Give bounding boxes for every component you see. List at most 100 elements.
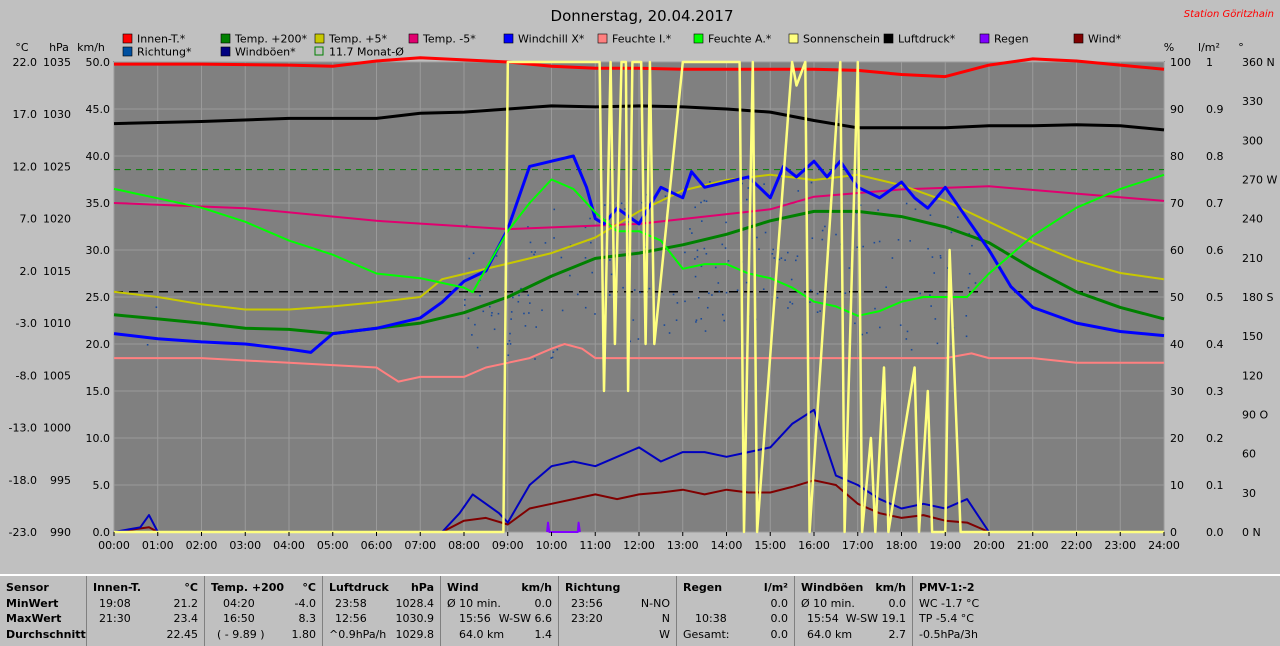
direction-point	[776, 296, 779, 299]
direction-point	[879, 326, 881, 329]
direction-point	[672, 293, 675, 296]
pressure-tick-label: 1025	[43, 160, 71, 173]
direction-tick-label: 240	[1242, 213, 1263, 226]
direction-point	[629, 340, 631, 343]
direction-tick-label: 30	[1242, 487, 1256, 500]
direction-point	[929, 294, 931, 296]
pressure-tick-label: 1020	[43, 213, 71, 226]
x-tick-label: 19:00	[929, 539, 961, 552]
series-windb-en	[113, 408, 1164, 533]
direction-point	[778, 258, 781, 261]
stats-regen-total: 0.0	[770, 627, 789, 641]
direction-point	[816, 292, 819, 295]
direction-point	[639, 291, 641, 294]
stats-sensor-header: Sensor	[6, 581, 49, 594]
stats-luftdruck-min: 1028.4	[395, 596, 435, 610]
stats-wind: Wind km/h Ø 10 min. 0.0 15:56 W-SW 6.6 64.0…	[441, 576, 559, 646]
direction-point	[859, 204, 862, 207]
direction-point	[518, 294, 520, 297]
direction-point	[848, 267, 851, 269]
direction-point	[736, 289, 739, 292]
direction-point	[474, 323, 476, 326]
stats-regen-header: Regen	[683, 581, 723, 594]
series-regen	[546, 521, 581, 533]
x-tick-label: 01:00	[142, 539, 174, 552]
direction-point	[694, 206, 696, 209]
humidity-tick-label: 50	[1170, 291, 1184, 304]
stats-innen-unit: °C	[184, 581, 198, 594]
rain-tick-label: 0.7	[1206, 197, 1224, 210]
pressure-unit: hPa	[49, 41, 69, 54]
direction-point	[468, 257, 471, 260]
humidity-tick-label: 10	[1170, 479, 1184, 492]
wind-tick-label: 30.0	[86, 244, 111, 257]
direction-point	[694, 258, 696, 260]
series-wind	[113, 479, 1164, 533]
statistics-panel: Sensor MinWert MaxWert Durchschnitt Inne…	[0, 574, 1280, 646]
direction-point	[472, 252, 475, 255]
x-tick-label: 05:00	[317, 539, 349, 552]
rain-tick-label: 0.8	[1206, 150, 1224, 163]
direction-point	[939, 254, 942, 257]
pressure-tick-label: 1010	[43, 317, 71, 330]
temp-unit: °C	[15, 41, 29, 54]
x-tick-label: 12:00	[623, 539, 655, 552]
direction-point	[929, 214, 932, 216]
legend-swatch-regen	[979, 33, 990, 44]
direction-point	[668, 332, 671, 334]
direction-point	[633, 289, 636, 291]
legend-label-temp-200: Temp. +200*	[234, 33, 308, 46]
direction-point	[490, 314, 493, 317]
direction-point	[467, 317, 470, 320]
stats-windboeen-header: Windböen	[801, 581, 864, 594]
legend-swatch-temp-200	[220, 33, 231, 44]
direction-point	[689, 228, 691, 230]
direction-point	[721, 313, 724, 316]
reference-lines	[114, 169, 1164, 293]
humidity-tick-label: 20	[1170, 432, 1184, 445]
direction-point	[974, 282, 977, 284]
direction-point	[694, 275, 697, 278]
stats-wind-min: 0.0	[534, 596, 553, 610]
rain-tick-label: 0.6	[1206, 244, 1224, 257]
direction-point	[556, 348, 559, 351]
x-tick-label: 00:00	[98, 539, 130, 552]
direction-point	[530, 251, 533, 253]
direction-point	[714, 266, 717, 269]
stats-richtung-min: N-NO	[640, 596, 670, 610]
series-feuchte-a	[113, 173, 1165, 317]
x-tick-label: 06:00	[361, 539, 393, 552]
humidity-tick-label: 60	[1170, 244, 1184, 257]
direction-point	[476, 346, 479, 349]
stats-temp200-header: Temp. +200	[211, 581, 285, 594]
direction-point	[791, 302, 794, 305]
pressure-tick-label: 1030	[43, 108, 71, 121]
direction-point	[874, 307, 876, 310]
direction-point	[544, 242, 547, 244]
rain-tick-label: 1	[1206, 56, 1213, 69]
direction-point	[821, 238, 824, 241]
direction-point	[810, 181, 813, 184]
direction-tick-label: 270 W	[1242, 174, 1277, 187]
direction-point	[756, 236, 758, 239]
direction-point	[905, 338, 908, 340]
direction-point	[533, 253, 535, 256]
direction-point	[696, 256, 699, 258]
series-luftdruck	[113, 104, 1165, 132]
stats-regen-unit: l/m²	[763, 581, 788, 594]
direction-point	[464, 298, 466, 301]
direction-tick-label: 120	[1242, 369, 1263, 382]
legend-swatch-windb-en	[220, 46, 231, 57]
direction-point	[878, 240, 881, 243]
stats-windboeen-max: W-SW 19.1	[845, 612, 906, 625]
direction-point	[589, 217, 591, 220]
stats-regen-min: 0.0	[770, 596, 789, 610]
temp-tick-label: -23.0	[9, 526, 37, 539]
legend-swatch-temp-5	[408, 33, 419, 44]
humidity-unit: %	[1164, 41, 1174, 54]
direction-point	[745, 281, 748, 284]
pressure-tick-label: 1035	[43, 56, 71, 69]
direction-point	[862, 245, 865, 248]
x-tick-label: 11:00	[579, 539, 611, 552]
direction-point	[790, 278, 793, 281]
